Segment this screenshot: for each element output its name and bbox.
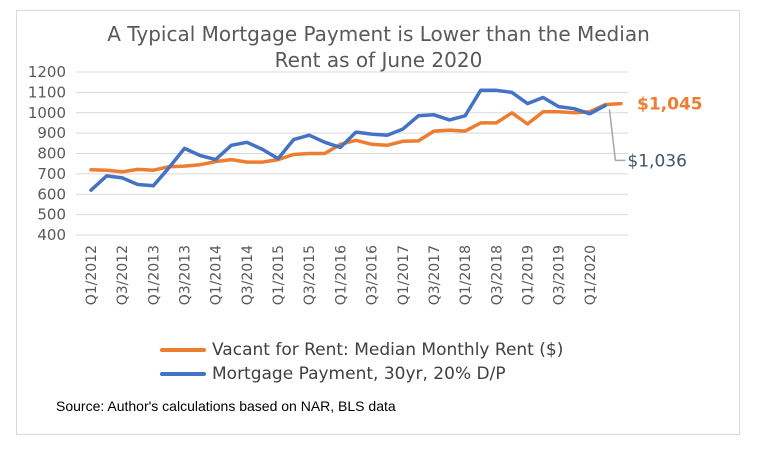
x-tick-label: Q3/2019 [552, 245, 568, 305]
y-tick-label: 500 [37, 206, 66, 224]
y-tick-label: 1200 [28, 63, 66, 81]
gridlines [76, 71, 628, 236]
x-tick-label: Q3/2018 [489, 245, 505, 305]
series-lines [89, 88, 623, 192]
y-tick-label: 900 [37, 124, 66, 142]
legend-label-rent: Vacant for Rent: Median Monthly Rent ($) [212, 340, 564, 360]
y-axis-ticks: 400 500 600 700 800 900 1000 1100 1200 [28, 63, 66, 244]
y-tick-label: 1000 [28, 104, 66, 122]
x-tick-label: Q1/2018 [458, 245, 474, 305]
x-axis-ticks: Q1/2012 Q3/2012 Q1/2013 Q3/2013 Q1/2014 Q3/20… [84, 245, 599, 305]
y-tick-label: 400 [37, 226, 66, 244]
legend-label-mortgage: Mortgage Payment, 30yr, 20% D/P [212, 364, 506, 384]
chart-title-line-1: A Typical Mortgage Payment is Lower than… [107, 22, 650, 46]
x-tick-label: Q1/2012 [84, 245, 100, 305]
y-tick-label: 800 [37, 145, 66, 163]
legend-swatch-mortgage [160, 372, 206, 376]
x-tick-label: Q3/2014 [240, 245, 256, 305]
legend-item-mortgage: Mortgage Payment, 30yr, 20% D/P [160, 364, 506, 384]
y-tick-label: 1100 [28, 83, 66, 101]
x-tick-label: Q1/2014 [209, 245, 225, 305]
x-tick-label: Q1/2015 [271, 245, 287, 305]
legend-item-rent: Vacant for Rent: Median Monthly Rent ($) [160, 340, 563, 360]
x-tick-label: Q1/2016 [333, 245, 349, 305]
x-tick-label: Q3/2012 [115, 245, 131, 305]
legend-swatch-rent [160, 348, 206, 352]
end-label-mortgage: $1,036 [627, 151, 686, 171]
chart-title-line-2: Rent as of June 2020 [274, 48, 483, 72]
x-tick-label: Q3/2015 [302, 245, 318, 305]
y-tick-label: 600 [37, 185, 66, 203]
end-labels: $1,045 $1,036 [608, 95, 703, 171]
y-tick-label: 700 [37, 165, 66, 183]
source-note: Source: Author's calculations based on N… [56, 398, 396, 414]
x-tick-label: Q3/2013 [178, 245, 194, 305]
x-tick-label: Q1/2020 [583, 245, 599, 305]
x-tick-label: Q3/2016 [365, 245, 381, 305]
series-line-0 [89, 101, 623, 174]
x-tick-label: Q1/2013 [146, 245, 162, 305]
end-label-leader-line [608, 109, 626, 162]
x-tick-label: Q3/2017 [427, 245, 443, 305]
series-line-1 [89, 88, 608, 192]
x-tick-label: Q1/2019 [520, 245, 536, 305]
x-tick-label: Q1/2017 [396, 245, 412, 305]
end-label-rent: $1,045 [637, 95, 703, 115]
chart-frame [16, 10, 740, 435]
